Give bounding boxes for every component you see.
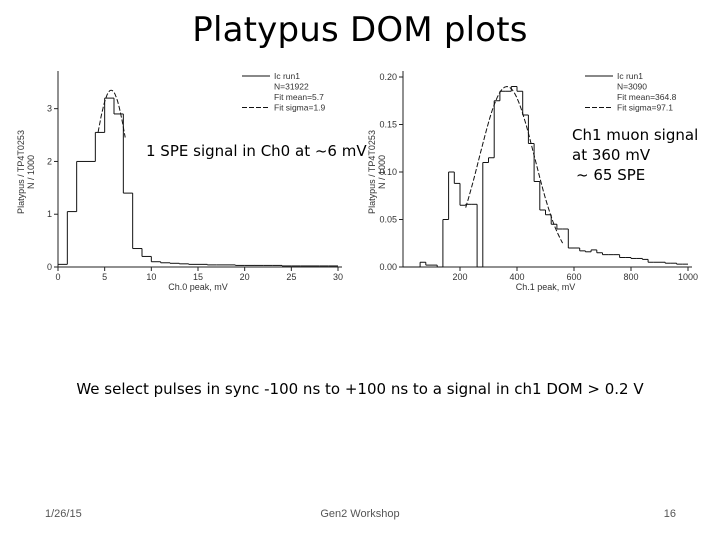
footer-event: Gen2 Workshop: [320, 508, 400, 520]
x-tick-label: 800: [623, 272, 638, 282]
slide-title: Platypus DOM plots: [192, 10, 528, 50]
footer-date: 1/26/15: [45, 508, 82, 520]
legend-entry: Fit mean=5.7: [274, 92, 324, 102]
x-tick-label: 400: [509, 272, 524, 282]
y-tick-label: 3: [47, 104, 52, 114]
y-tick-label: 0: [47, 262, 52, 272]
y-tick-label: 0.15: [379, 120, 397, 130]
y-axis-label: N / 1000: [377, 155, 387, 189]
legend-entry: Fit sigma=97.1: [617, 103, 673, 113]
annotation-line-2: at 360 mV: [572, 146, 651, 164]
legend-entry: Ic run1: [274, 71, 300, 81]
x-tick-label: 25: [286, 272, 296, 282]
x-axis-label: Ch.1 peak, mV: [516, 282, 576, 292]
x-tick-label: 20: [240, 272, 250, 282]
legend-entry: Ic run1: [617, 71, 643, 81]
legend-entry: N=31922: [274, 82, 309, 92]
x-tick-label: 30: [333, 272, 343, 282]
x-tick-label: 10: [146, 272, 156, 282]
gaussian-fit-curve: [465, 85, 564, 244]
x-tick-label: 1000: [678, 272, 698, 282]
y-tick-label: 0.00: [379, 262, 397, 272]
x-tick-label: 200: [452, 272, 467, 282]
ch1-peak-histogram: 0.00 0.05 0.10 0.15 0.20 200 400 600 800 1000 Ch.1…: [365, 65, 710, 305]
y-axis-label: Platypus / TP4T0253: [367, 130, 377, 214]
annotation-line-1: Ch1 muon signal: [572, 126, 699, 144]
ch0-peak-histogram: 0 1 2 3 0 5 10 15 20 25 30 Ch.0 peak, mV Platypus / …: [12, 65, 362, 305]
ch1-chart-svg: 0.00 0.05 0.10 0.15 0.20 200 400 600 800 1000 Ch.1…: [367, 71, 698, 292]
y-tick-label: 2: [47, 156, 52, 166]
legend-entry: Fit mean=364.8: [617, 92, 677, 102]
x-tick-label: 0: [55, 272, 60, 282]
x-axis-label: Ch.0 peak, mV: [168, 282, 228, 292]
y-tick-label: 0.20: [379, 72, 397, 82]
y-tick-label: 1: [47, 209, 52, 219]
x-tick-label: 600: [566, 272, 581, 282]
ch1-muon-annotation: Ch1 muon signal at 360 mV ~ 65 SPE: [572, 125, 702, 185]
selection-note: We select pulses in sync -100 ns to +100…: [76, 380, 644, 398]
y-axis-label: Platypus / TP4T0253: [16, 130, 26, 214]
x-tick-label: 15: [193, 272, 203, 282]
y-tick-label: 0.05: [379, 215, 397, 225]
ch0-spe-annotation: 1 SPE signal in Ch0 at ~6 mV: [146, 142, 367, 160]
y-tick-label: 0.10: [379, 167, 397, 177]
annotation-line-3: ~ 65 SPE: [576, 166, 646, 184]
y-axis-label: N / 1000: [26, 155, 36, 189]
legend-entry: Fit sigma=1.9: [274, 103, 326, 113]
x-tick-label: 5: [102, 272, 107, 282]
legend-entry: N=3090: [617, 82, 647, 92]
gaussian-fit-curve: [97, 89, 126, 138]
page-number: 16: [663, 508, 676, 520]
